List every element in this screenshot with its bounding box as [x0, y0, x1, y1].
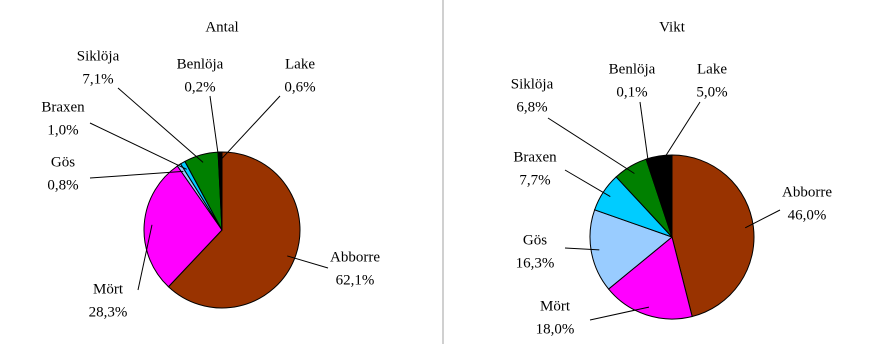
leader-line	[745, 209, 781, 229]
slice-value: 16,3%	[516, 255, 555, 271]
slice-label: Abborre	[782, 184, 832, 200]
slice-value: 0,6%	[284, 79, 315, 95]
slice-value: 7,1%	[82, 71, 113, 87]
leader-line	[639, 101, 650, 167]
leader-line	[137, 224, 153, 291]
slice-label: Lake	[697, 61, 727, 77]
leader-line	[564, 247, 600, 251]
leader-line	[564, 169, 611, 197]
slice-label: Gös	[51, 154, 75, 170]
slice-value: 28,3%	[89, 304, 128, 320]
slice-value: 0,2%	[184, 79, 215, 95]
pie-slice	[143, 165, 223, 288]
pie-slice	[218, 151, 223, 231]
slice-label: Mört	[540, 298, 571, 314]
pie-slice	[671, 154, 755, 318]
leader-line	[660, 101, 701, 165]
slice-label: Siklöja	[511, 76, 554, 92]
pie-slice	[167, 151, 301, 309]
pie-slice	[607, 236, 693, 320]
pie-slice	[646, 154, 673, 238]
slice-label: Benlöja	[609, 61, 656, 77]
chart-title: Vikt	[659, 19, 686, 35]
slice-label: Gös	[523, 232, 547, 248]
slice-value: 5,0%	[696, 84, 727, 100]
slice-label: Lake	[285, 56, 315, 72]
slice-value: 62,1%	[336, 272, 375, 288]
slice-value: 0,1%	[616, 84, 647, 100]
slice-label: Mört	[93, 281, 124, 297]
slice-value: 18,0%	[536, 321, 575, 337]
leader-line	[547, 117, 635, 174]
slice-label: Abborre	[330, 249, 380, 265]
leader-line	[89, 170, 184, 179]
chart-title: Antal	[205, 19, 238, 35]
leader-line	[117, 87, 204, 163]
leader-line	[589, 306, 650, 321]
slice-value: 6,8%	[516, 99, 547, 115]
leader-line	[89, 122, 187, 170]
slice-value: 1,0%	[47, 122, 78, 138]
slice-label: Siklöja	[77, 48, 120, 64]
slice-label: Braxen	[41, 99, 85, 115]
slice-value: 7,7%	[519, 172, 550, 188]
leader-line	[220, 95, 281, 161]
slice-value: 0,8%	[47, 177, 78, 193]
leader-line	[209, 95, 220, 160]
pie-slice	[589, 209, 674, 290]
slice-label: Benlöja	[177, 56, 224, 72]
slice-value: 46,0%	[788, 207, 827, 223]
slice-label: Braxen	[513, 149, 557, 165]
leader-line	[287, 255, 329, 269]
